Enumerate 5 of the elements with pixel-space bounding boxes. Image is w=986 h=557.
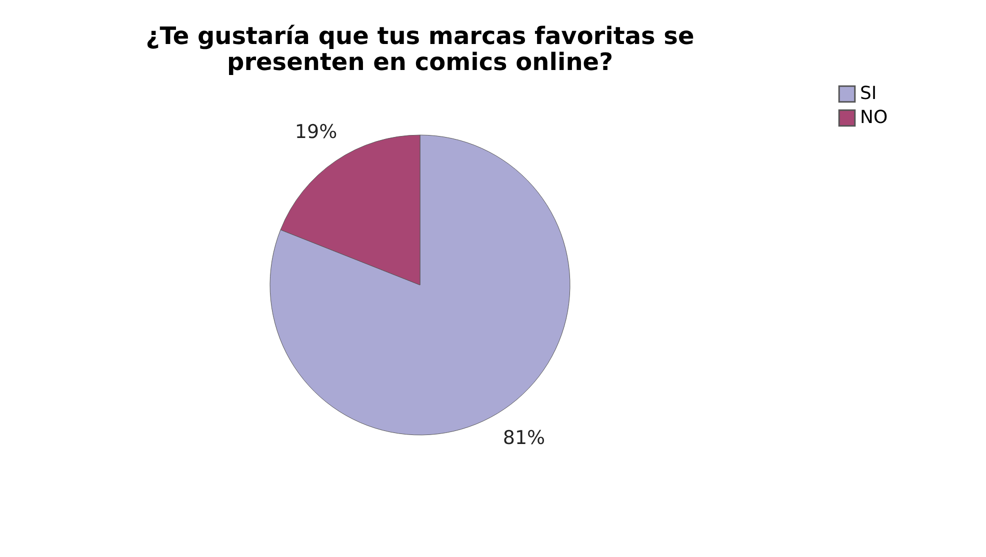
data-label: 81% [502,427,546,450]
chart-title: ¿Te gustaría que tus marcas favoritas se presenten en comics online? [146,22,694,76]
data-label: 19% [294,120,338,143]
legend-label: SI [860,83,877,104]
legend-label: NO [860,107,888,128]
